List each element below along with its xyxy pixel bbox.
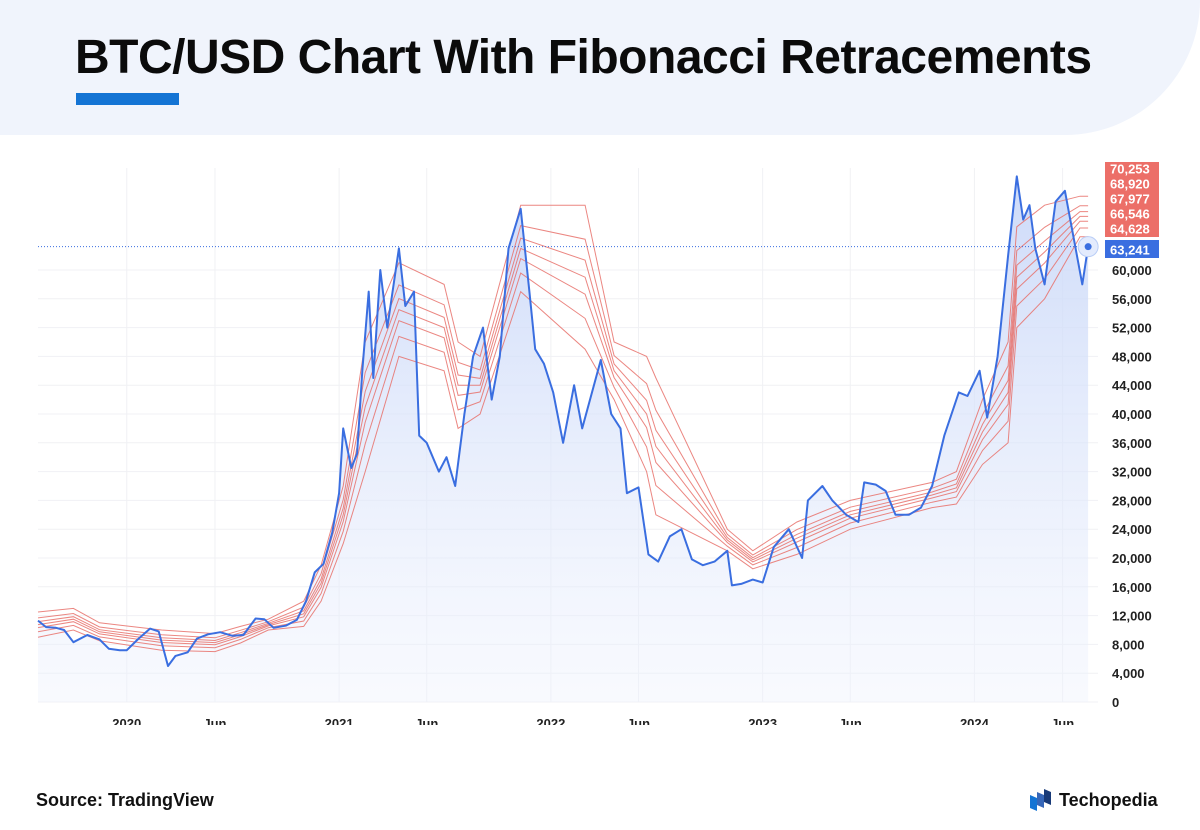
x-tick-label: Jun <box>839 716 862 725</box>
fib-price-tag <box>1105 222 1159 237</box>
y-tick-label: 24,000 <box>1112 522 1152 537</box>
y-tick-label: 8,000 <box>1112 637 1145 652</box>
brand-name: Techopedia <box>1059 789 1158 810</box>
price-line <box>37 175 1090 667</box>
fib-price-tag <box>1105 192 1159 207</box>
fib-level-line <box>37 195 1089 635</box>
techopedia-logo-icon <box>1030 789 1051 811</box>
source-caption: Source: TradingView <box>36 790 214 810</box>
y-tick-label: 0 <box>1112 695 1119 710</box>
y-tick-label: 12,000 <box>1112 609 1152 624</box>
fib-price-tag <box>1105 162 1159 177</box>
x-tick-label: 2021 <box>325 716 354 725</box>
title-accent-bar <box>76 93 179 105</box>
fib-price-label: 70,253 <box>1110 162 1150 177</box>
fib-price-tag <box>1105 177 1159 192</box>
x-tick-label: Jun <box>415 716 438 725</box>
y-tick-label: 28,000 <box>1112 493 1152 508</box>
x-tick-label: Jun <box>627 716 650 725</box>
y-tick-label: 32,000 <box>1112 465 1152 480</box>
fib-price-label: 64,628 <box>1110 222 1150 237</box>
y-tick-label: 40,000 <box>1112 407 1152 422</box>
page-title: BTC/USD Chart With Fibonacci Retracement… <box>75 31 1092 84</box>
y-tick-label: 56,000 <box>1112 292 1152 307</box>
y-tick-label: 20,000 <box>1112 551 1152 566</box>
last-price-marker <box>1084 243 1092 251</box>
x-tick-label: Jun <box>203 716 226 725</box>
y-tick-label: 60,000 <box>1112 263 1152 278</box>
fib-level-line <box>37 220 1089 646</box>
fib-price-label: 66,546 <box>1110 207 1150 222</box>
y-tick-label: 44,000 <box>1112 378 1152 393</box>
last-price-label: 63,241 <box>1110 243 1150 258</box>
btc-usd-chart: 0 4,000 8,000 12,000 16,000 20,000 24,000 28,00… <box>37 162 1159 725</box>
x-tick-label: 2020 <box>112 716 141 725</box>
x-tick-label: Jun <box>1051 716 1074 725</box>
x-tick-label: 2022 <box>536 716 565 725</box>
y-tick-label: 48,000 <box>1112 349 1152 364</box>
brand-logo: Techopedia <box>1030 788 1158 812</box>
x-axis: 2020 Jun 2021 Jun 2022 Jun 2023 Jun 2024 Jun <box>112 716 1074 725</box>
x-tick-label: 2024 <box>960 716 990 725</box>
price-area-fill <box>38 176 1089 702</box>
y-tick-label: 52,000 <box>1112 321 1152 336</box>
fib-level-line <box>37 236 1089 653</box>
y-tick-label: 36,000 <box>1112 436 1152 451</box>
fib-level-line <box>37 227 1089 649</box>
y-axis: 0 4,000 8,000 12,000 16,000 20,000 24,000 28,00… <box>1112 263 1152 710</box>
fib-level-line <box>37 205 1089 639</box>
y-tick-label: 4,000 <box>1112 666 1145 681</box>
fib-price-tag <box>1105 207 1159 222</box>
y-tick-label: 16,000 <box>1112 580 1152 595</box>
fib-price-label: 67,977 <box>1110 192 1150 207</box>
last-price-tag <box>1105 240 1159 258</box>
header-banner: BTC/USD Chart With Fibonacci Retracement… <box>0 0 1200 135</box>
fib-price-label: 68,920 <box>1110 177 1150 192</box>
x-tick-label: 2023 <box>748 716 777 725</box>
